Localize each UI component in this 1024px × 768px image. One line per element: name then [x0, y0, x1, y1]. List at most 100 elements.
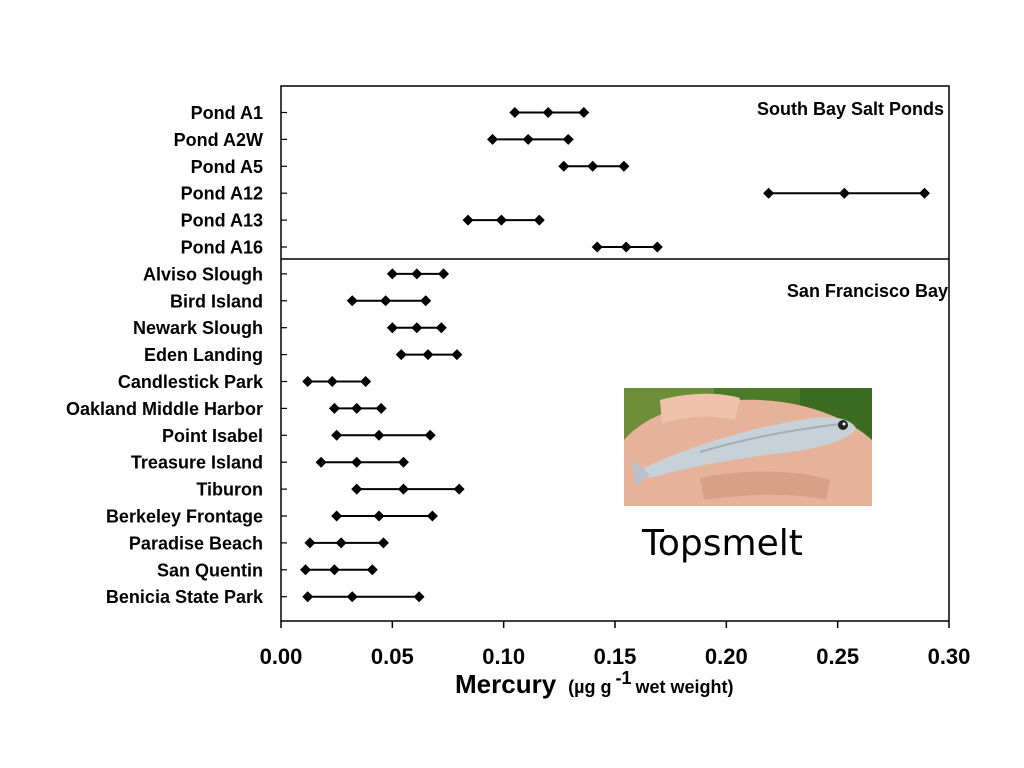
x-axis-label-main: Mercury — [455, 669, 557, 699]
high-marker — [426, 510, 438, 522]
mean-marker — [373, 429, 385, 441]
data-row: Oakland Middle Harbor — [66, 399, 387, 419]
mean-marker — [838, 187, 850, 199]
high-marker — [424, 429, 436, 441]
data-row: Berkeley Frontage — [106, 507, 438, 527]
high-marker — [413, 591, 425, 603]
low-marker — [304, 537, 316, 549]
low-marker — [302, 376, 314, 387]
mean-marker — [335, 537, 347, 549]
low-marker — [331, 510, 343, 522]
row-label: Berkeley Frontage — [106, 507, 263, 527]
low-marker — [509, 107, 521, 118]
mean-marker — [326, 376, 338, 387]
data-row: Eden Landing — [144, 345, 463, 365]
low-marker — [386, 322, 398, 334]
data-row: Benicia State Park — [106, 587, 425, 607]
data-row: Point Isabel — [162, 426, 436, 446]
high-marker — [562, 133, 574, 145]
row-label: Pond A16 — [181, 238, 263, 258]
low-marker — [763, 187, 775, 199]
high-marker — [366, 564, 378, 576]
mean-marker — [351, 456, 363, 468]
row-label: Pond A5 — [191, 157, 263, 177]
high-marker — [578, 107, 590, 118]
row-label: Pond A12 — [181, 184, 263, 204]
data-row: Pond A12 — [181, 184, 931, 204]
low-marker — [487, 133, 499, 145]
low-marker — [558, 160, 570, 172]
high-marker — [919, 187, 931, 199]
high-marker — [420, 295, 432, 307]
data-row: Pond A5 — [191, 157, 630, 177]
row-label: Treasure Island — [131, 453, 263, 473]
high-marker — [360, 376, 372, 387]
x-tick-label: 0.15 — [594, 644, 637, 669]
row-label: San Quentin — [157, 560, 263, 580]
row-label: Eden Landing — [144, 345, 263, 365]
data-row: Newark Slough — [133, 318, 447, 338]
x-axis-label-unit-tail: wet weight) — [635, 677, 734, 697]
panel-label-salt-ponds: South Bay Salt Ponds — [757, 99, 944, 119]
low-marker — [331, 429, 343, 441]
high-marker — [451, 349, 463, 361]
low-marker — [315, 456, 327, 468]
row-label: Tiburon — [196, 480, 263, 500]
mean-marker — [328, 564, 340, 576]
data-row: Pond A16 — [181, 238, 663, 258]
low-marker — [299, 564, 311, 576]
row-label: Newark Slough — [133, 318, 263, 338]
high-marker — [438, 268, 450, 280]
high-marker — [453, 483, 465, 495]
x-axis-ticks: 0.00 0.05 0.10 0.15 0.20 0.25 0.30 — [260, 621, 971, 669]
row-label: Pond A1 — [191, 103, 263, 123]
row-label: Pond A13 — [181, 211, 263, 231]
high-marker — [397, 456, 409, 468]
data-row: San Quentin — [157, 560, 378, 580]
photo-caption: Topsmelt — [641, 523, 803, 564]
x-axis-label-unit-sup: -1 — [616, 668, 632, 688]
x-tick-label: 0.20 — [705, 644, 748, 669]
mean-marker — [411, 322, 423, 334]
data-rows: Pond A1 Pond A2W Pond A5 Pond A12 Pond A13 Po… — [66, 103, 931, 607]
high-marker — [375, 402, 387, 414]
row-label: Oakland Middle Harbor — [66, 399, 263, 419]
high-marker — [377, 537, 389, 549]
x-tick-label: 0.25 — [816, 644, 859, 669]
mean-marker — [620, 241, 632, 253]
low-marker — [346, 295, 358, 307]
row-label: Alviso Slough — [143, 264, 263, 284]
low-marker — [395, 349, 407, 361]
high-marker — [435, 322, 447, 334]
high-marker — [618, 160, 630, 172]
mean-marker — [542, 107, 554, 118]
x-tick-label: 0.30 — [928, 644, 971, 669]
data-row: Alviso Slough — [143, 264, 450, 284]
mean-marker — [495, 214, 507, 226]
mean-marker — [397, 483, 409, 495]
data-row: Paradise Beach — [129, 533, 389, 553]
high-marker — [651, 241, 663, 253]
row-label: Point Isabel — [162, 426, 263, 446]
x-tick-label: 0.05 — [371, 644, 414, 669]
mean-marker — [587, 160, 599, 172]
row-label: Paradise Beach — [129, 533, 263, 553]
data-row: Tiburon — [196, 480, 465, 500]
low-marker — [591, 241, 603, 253]
data-row: Bird Island — [170, 291, 432, 311]
row-label: Bird Island — [170, 291, 263, 311]
row-label: Pond A2W — [174, 130, 263, 150]
mean-marker — [411, 268, 423, 280]
data-row: Candlestick Park — [118, 372, 372, 392]
mean-marker — [351, 402, 363, 414]
data-row: Pond A13 — [181, 211, 545, 231]
x-axis-label-unit: (µg g — [568, 677, 611, 697]
x-tick-label: 0.10 — [482, 644, 525, 669]
row-label: Benicia State Park — [106, 587, 264, 607]
mean-marker — [422, 349, 434, 361]
mean-marker — [373, 510, 385, 522]
mean-marker — [346, 591, 358, 603]
mean-marker — [522, 133, 534, 145]
topsmelt-photo — [624, 388, 872, 506]
